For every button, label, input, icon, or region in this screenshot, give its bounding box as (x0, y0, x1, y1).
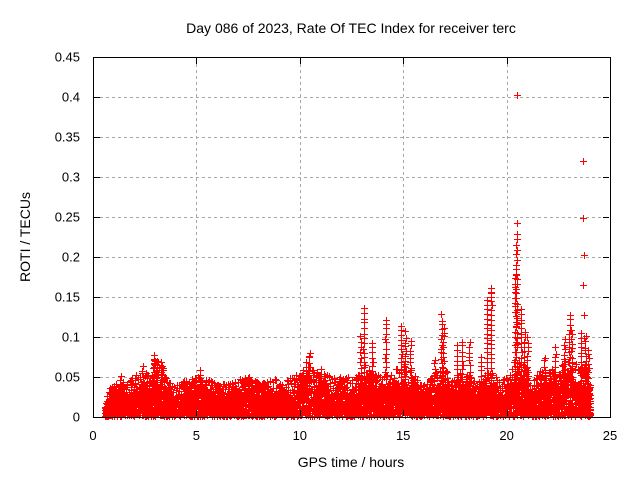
data-points-series (102, 92, 594, 420)
y-tick-label: 0.05 (55, 370, 80, 385)
tick-marks (93, 57, 611, 418)
x-axis-label: GPS time / hours (298, 454, 405, 470)
y-tick-label: 0.2 (62, 250, 80, 265)
x-tick-label: 0 (89, 428, 96, 443)
y-tick-label: 0.3 (62, 170, 80, 185)
tick-labels: 0 0.05 0.1 0.15 0.2 0.25 0.3 0.35 0.4 0.45 0 5 10 15 2… (55, 50, 618, 444)
y-axis-label: ROTI / TECUs (17, 192, 33, 282)
y-tick-label: 0.45 (55, 50, 80, 65)
y-tick-label: 0.15 (55, 290, 80, 305)
y-tick-label: 0.25 (55, 210, 80, 225)
y-tick-label: 0 (73, 410, 80, 425)
x-tick-label: 20 (499, 428, 513, 443)
x-tick-label: 5 (193, 428, 200, 443)
x-tick-label: 15 (396, 428, 410, 443)
x-tick-label: 10 (293, 428, 307, 443)
y-tick-label: 0.35 (55, 130, 80, 145)
axes-frame (93, 57, 611, 418)
y-tick-label: 0.4 (62, 90, 80, 105)
chart-title: Day 086 of 2023, Rate Of TEC Index for r… (186, 20, 516, 36)
y-tick-label: 0.1 (62, 330, 80, 345)
x-tick-label: 25 (603, 428, 617, 443)
grid-lines (94, 58, 609, 416)
